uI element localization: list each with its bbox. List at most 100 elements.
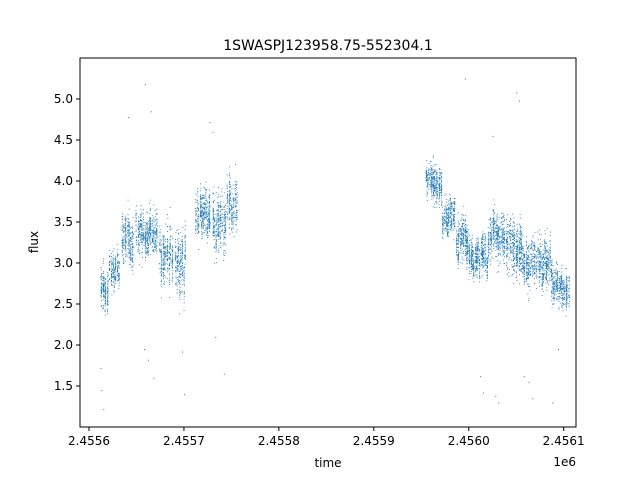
- data-point: [465, 253, 467, 255]
- data-point: [118, 287, 120, 289]
- data-point: [164, 252, 166, 254]
- data-point: [447, 207, 449, 209]
- data-point: [227, 200, 229, 202]
- data-point: [217, 210, 219, 212]
- chart-title: 1SWASPJ123958.75-552304.1: [223, 38, 432, 54]
- data-point: [232, 184, 234, 186]
- data-point: [140, 236, 142, 238]
- data-point: [489, 217, 491, 219]
- data-point: [497, 271, 499, 273]
- data-point: [124, 247, 126, 249]
- data-point: [233, 212, 235, 214]
- data-point: [139, 223, 141, 225]
- data-point: [215, 243, 217, 245]
- data-point: [161, 253, 163, 255]
- data-point: [472, 263, 474, 265]
- data-point: [483, 262, 485, 264]
- data-point: [201, 227, 203, 229]
- data-point: [446, 226, 448, 227]
- data-point: [501, 229, 503, 230]
- data-point: [160, 257, 162, 259]
- data-point: [184, 235, 186, 237]
- data-point: [492, 227, 494, 229]
- data-point: [132, 233, 134, 235]
- data-point: [179, 291, 181, 293]
- data-point: [144, 237, 146, 239]
- data-point: [229, 205, 231, 207]
- data-point: [135, 210, 137, 212]
- data-point: [215, 236, 217, 238]
- data-point: [491, 221, 493, 223]
- data-point: [432, 190, 434, 192]
- data-point: [221, 216, 223, 218]
- data-point: [451, 202, 452, 204]
- data-point: [124, 218, 126, 220]
- data-point: [487, 239, 489, 241]
- data-point: [207, 228, 208, 230]
- data-point: [130, 263, 132, 265]
- data-point: [234, 198, 236, 200]
- data-point: [471, 244, 473, 245]
- data-point: [494, 242, 496, 243]
- data-point: [521, 244, 522, 246]
- data-point: [438, 185, 440, 187]
- data-point: [471, 234, 473, 236]
- data-point: [511, 235, 513, 237]
- data-point: [160, 270, 162, 272]
- data-point: [145, 241, 146, 243]
- data-point: [104, 284, 106, 286]
- data-point: [441, 181, 442, 183]
- data-point: [477, 257, 479, 259]
- data-point: [433, 188, 435, 190]
- data-point: [156, 240, 158, 242]
- data-point: [512, 213, 513, 215]
- data-point: [463, 246, 464, 248]
- data-point: [466, 231, 468, 233]
- data-point: [444, 209, 446, 211]
- data-point: [167, 246, 169, 248]
- data-point: [473, 264, 475, 266]
- data-point: [426, 186, 428, 188]
- data-point: [502, 241, 504, 243]
- data-point: [199, 207, 201, 208]
- data-point: [228, 218, 230, 220]
- data-point: [122, 263, 124, 264]
- data-point: [486, 279, 488, 281]
- data-point: [482, 250, 484, 252]
- data-point: [439, 194, 440, 196]
- data-point: [167, 269, 169, 271]
- data-point: [460, 261, 462, 263]
- data-point: [234, 199, 236, 201]
- data-point: [128, 240, 130, 242]
- data-point: [123, 238, 125, 240]
- data-point: [449, 199, 451, 201]
- data-point: [482, 251, 483, 253]
- data-point: [181, 263, 183, 265]
- data-point: [463, 220, 465, 222]
- data-point: [166, 260, 168, 262]
- data-point: [436, 180, 438, 182]
- data-point: [205, 212, 207, 214]
- data-point: [205, 213, 207, 214]
- data-point: [512, 235, 514, 237]
- data-point: [435, 198, 437, 200]
- data-point: [492, 214, 494, 216]
- data-point: [150, 210, 152, 212]
- data-point: [172, 238, 174, 240]
- data-point: [482, 243, 483, 245]
- data-point: [225, 211, 227, 213]
- data-point: [200, 208, 202, 210]
- data-point: [484, 259, 486, 261]
- data-point: [219, 236, 221, 238]
- data-point: [124, 239, 126, 241]
- data-point: [477, 237, 479, 239]
- data-point: [163, 248, 165, 250]
- data-point: [169, 226, 171, 228]
- data-point: [470, 263, 472, 264]
- data-point: [460, 233, 462, 235]
- data-point: [107, 272, 109, 273]
- data-point: [466, 252, 468, 254]
- data-point: [492, 232, 494, 234]
- data-point: [479, 268, 481, 269]
- data-point: [439, 177, 441, 179]
